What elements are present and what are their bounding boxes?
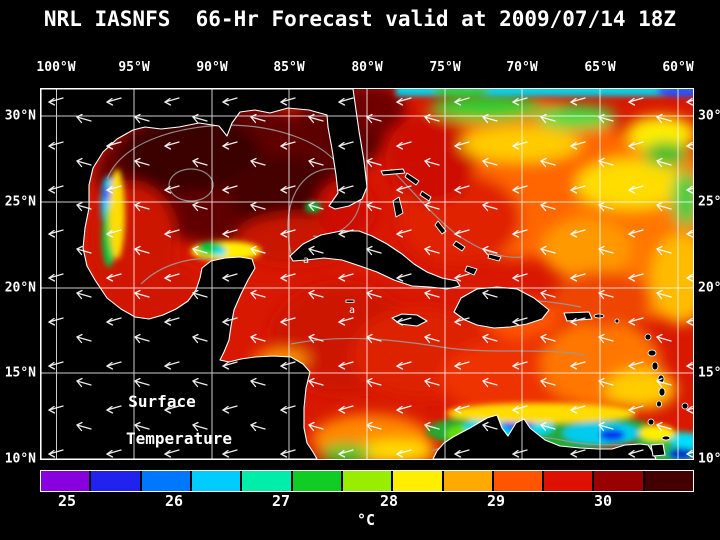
surface-vector-arrows bbox=[41, 89, 693, 459]
colorbar-segment bbox=[242, 471, 291, 491]
lon-label: 65°W bbox=[584, 60, 616, 75]
colorbar-tick: 25 bbox=[57, 492, 77, 510]
lon-label: 100°W bbox=[36, 60, 76, 75]
station-markers: a a bbox=[303, 255, 355, 316]
colorbar-ticks: 25 26 27 28 29 30 bbox=[40, 492, 692, 510]
lat-label: 30°N bbox=[698, 108, 720, 124]
lat-label: 15°N bbox=[698, 365, 720, 381]
colorbar-segment bbox=[41, 471, 90, 491]
colorbar-segment bbox=[191, 471, 241, 491]
lat-label: 20°N bbox=[4, 280, 36, 296]
colorbar-tick: 29 bbox=[486, 492, 506, 510]
colorbar-tick: 27 bbox=[271, 492, 291, 510]
map-frame: a a Surface Temperature bbox=[40, 88, 694, 460]
colorbar-segment bbox=[393, 471, 442, 491]
lon-label: 80°W bbox=[351, 60, 383, 75]
lat-label: 25°N bbox=[698, 194, 720, 210]
colorbar-segment bbox=[141, 471, 190, 491]
station-marker: a bbox=[303, 255, 309, 266]
lat-label: 10°N bbox=[4, 451, 36, 467]
colorbar-segment bbox=[443, 471, 492, 491]
lat-label: 15°N bbox=[4, 365, 36, 381]
lat-label: 25°N bbox=[4, 194, 36, 210]
lat-label: 20°N bbox=[698, 280, 720, 296]
colorbar-segment bbox=[342, 471, 392, 491]
lon-label: 75°W bbox=[429, 60, 461, 75]
station-marker: a bbox=[349, 305, 355, 316]
colorbar-segment bbox=[594, 471, 643, 491]
lon-label: 60°W bbox=[662, 60, 694, 75]
lat-label: 30°N bbox=[4, 108, 36, 124]
colorbar-segment bbox=[644, 471, 694, 491]
colorbar-tick: 26 bbox=[164, 492, 184, 510]
colorbar-segment bbox=[493, 471, 543, 491]
colorbar-segments bbox=[40, 470, 694, 492]
plot-title: NRL IASNFS 66-Hr Forecast valid at 2009/… bbox=[43, 7, 677, 31]
colorbar-segment bbox=[292, 471, 341, 491]
colorbar-segment bbox=[544, 471, 593, 491]
colorbar-segment bbox=[91, 471, 140, 491]
lon-label: 90°W bbox=[196, 60, 228, 75]
lon-label: 70°W bbox=[506, 60, 538, 75]
colorbar-tick: 28 bbox=[379, 492, 399, 510]
lon-label: 85°W bbox=[273, 60, 305, 75]
overlay-label-line1: Surface bbox=[128, 392, 195, 411]
colorbar-tick: 30 bbox=[593, 492, 613, 510]
overlay-label-line2: Temperature bbox=[126, 429, 232, 448]
colorbar-unit: °C bbox=[356, 511, 376, 529]
lon-label: 95°W bbox=[118, 60, 150, 75]
sst-map: a a Surface Temperature bbox=[41, 89, 693, 459]
surface-temperature-label: Surface Temperature bbox=[126, 392, 232, 448]
lat-label: 10°N bbox=[698, 451, 720, 467]
